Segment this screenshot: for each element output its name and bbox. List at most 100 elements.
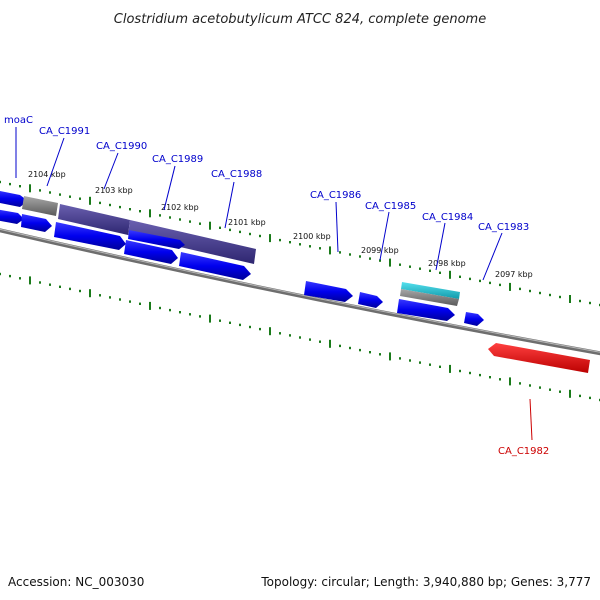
leader-CA_C1989 bbox=[163, 165, 176, 211]
inner-tick-mark bbox=[0, 272, 1, 276]
label-leaders bbox=[15, 127, 533, 441]
inner-tick-mark bbox=[279, 332, 281, 335]
inner-tick-mark bbox=[429, 363, 431, 366]
inner-tick-mark bbox=[209, 314, 211, 323]
feature-CA_C1989[interactable] bbox=[54, 222, 126, 250]
genome-backbone-highlight bbox=[0, 228, 600, 353]
inner-tick-mark bbox=[109, 296, 111, 299]
inner-tick-mark bbox=[569, 389, 571, 398]
outer-tick-mark bbox=[589, 301, 591, 305]
outer-tick-mark bbox=[149, 209, 151, 218]
tick-label: 2102 kbp bbox=[161, 203, 199, 212]
outer-tick-mark bbox=[259, 234, 261, 238]
inner-tick-mark bbox=[349, 346, 351, 350]
tick-label: 2099 kbp bbox=[361, 246, 399, 255]
feature-CA_C1987[interactable] bbox=[179, 252, 251, 280]
gene-label-CA_C1985[interactable]: CA_C1985 bbox=[365, 201, 416, 212]
inner-tick-mark bbox=[99, 294, 101, 297]
outer-tick-mark bbox=[199, 222, 201, 225]
feature-purple-1[interactable] bbox=[58, 204, 130, 235]
feature-CA_C1984-gray[interactable] bbox=[400, 289, 459, 306]
inner-tick-mark bbox=[559, 390, 561, 393]
outer-tick-mark bbox=[389, 258, 391, 267]
outer-tick-mark bbox=[189, 220, 191, 223]
outer-tick-mark bbox=[539, 291, 541, 295]
outer-tick-mark bbox=[469, 277, 471, 281]
outer-tick-mark bbox=[79, 197, 81, 200]
inner-tick-mark bbox=[439, 365, 441, 368]
leader-CA_C1991 bbox=[46, 137, 65, 187]
outer-tick-mark bbox=[329, 246, 331, 255]
outer-tick-mark bbox=[299, 243, 301, 246]
outer-tick-mark bbox=[399, 263, 401, 266]
inner-tick-mark bbox=[199, 315, 201, 318]
gene-label-CA_C1982[interactable]: CA_C1982 bbox=[498, 446, 549, 457]
outer-tick-mark bbox=[419, 267, 421, 270]
outer-tick-mark bbox=[509, 282, 511, 291]
inner-tick-mark bbox=[129, 300, 131, 303]
feature-CA_C1984[interactable] bbox=[397, 299, 455, 321]
inner-tick-mark bbox=[89, 289, 91, 298]
feature-CA_C1984-rna[interactable] bbox=[401, 282, 460, 299]
feature-CA_C1982[interactable] bbox=[488, 343, 590, 373]
outer-tick-mark bbox=[359, 255, 361, 258]
feature-gray-1[interactable] bbox=[22, 196, 58, 216]
inner-tick-mark bbox=[179, 311, 181, 314]
inner-tick-mark bbox=[39, 281, 41, 284]
outer-tick-mark bbox=[9, 182, 11, 186]
leader-CA_C1985 bbox=[379, 211, 390, 261]
feature-CA_C1983[interactable] bbox=[464, 312, 484, 326]
outer-tick-mark bbox=[499, 283, 501, 287]
gene-label-CA_C1988[interactable]: CA_C1988 bbox=[211, 169, 262, 180]
outer-tick-mark bbox=[559, 295, 561, 299]
tick-label: 2101 kbp bbox=[228, 218, 266, 227]
leader-CA_C1983 bbox=[482, 232, 503, 281]
gene-label-CA_C1984[interactable]: CA_C1984 bbox=[422, 212, 473, 223]
outer-tick-mark bbox=[269, 234, 271, 243]
feature-moaC[interactable] bbox=[0, 190, 28, 207]
inner-tick-mark bbox=[249, 325, 251, 329]
tick-label: 2097 kbp bbox=[495, 270, 533, 279]
outer-tick-mark bbox=[519, 287, 521, 291]
inner-tick-mark bbox=[379, 353, 381, 356]
inner-tick-mark bbox=[329, 339, 331, 348]
gene-label-CA_C1989[interactable]: CA_C1989 bbox=[152, 154, 203, 165]
outer-tick-mark bbox=[479, 279, 481, 283]
gene-label-CA_C1990[interactable]: CA_C1990 bbox=[96, 141, 147, 152]
inner-tick-mark bbox=[399, 357, 401, 360]
gene-label-CA_C1986[interactable]: CA_C1986 bbox=[310, 190, 361, 201]
outer-tick-mark bbox=[209, 221, 211, 230]
inner-tick-mark bbox=[269, 327, 271, 336]
outer-tick-mark bbox=[449, 270, 451, 279]
gene-label-CA_C1983[interactable]: CA_C1983 bbox=[478, 222, 529, 233]
outer-tick-mark bbox=[459, 275, 461, 278]
inner-tick-mark bbox=[529, 384, 531, 387]
tick-label: 2104 kbp bbox=[28, 170, 66, 179]
feature-CA_C1986[interactable] bbox=[304, 281, 353, 302]
leader-CA_C1988 bbox=[224, 181, 235, 229]
feature-CA_C1990[interactable] bbox=[21, 214, 52, 232]
gene-label-CA_C1991[interactable]: CA_C1991 bbox=[39, 126, 90, 137]
outer-tick-mark bbox=[159, 214, 161, 217]
feature-CA_C1985[interactable] bbox=[358, 292, 383, 308]
outer-tick-mark bbox=[279, 238, 281, 242]
inner-tick-mark bbox=[579, 394, 581, 398]
gene-label-moaC[interactable]: moaC bbox=[4, 115, 33, 126]
inner-tick-mark bbox=[309, 338, 311, 341]
gene-labels: moaC CA_C1991 CA_C1990 CA_C1989 CA_C1988… bbox=[4, 115, 549, 457]
outer-tick-mark bbox=[69, 195, 71, 198]
feature-CA_C1991[interactable] bbox=[0, 209, 24, 224]
feature-track-upper bbox=[0, 190, 256, 264]
outer-tick-mark bbox=[379, 259, 381, 262]
inner-tick-mark bbox=[359, 348, 361, 352]
feature-CA_C1988[interactable] bbox=[124, 240, 178, 264]
outer-tick-mark bbox=[349, 253, 351, 256]
genome-backbone bbox=[0, 228, 600, 356]
feature-purple-2[interactable] bbox=[128, 220, 256, 264]
outer-tick-mark bbox=[19, 185, 21, 188]
feature-CA_C1989-forward[interactable] bbox=[128, 230, 185, 249]
inner-tick-mark bbox=[479, 373, 481, 377]
outer-tick-mark bbox=[569, 295, 571, 303]
